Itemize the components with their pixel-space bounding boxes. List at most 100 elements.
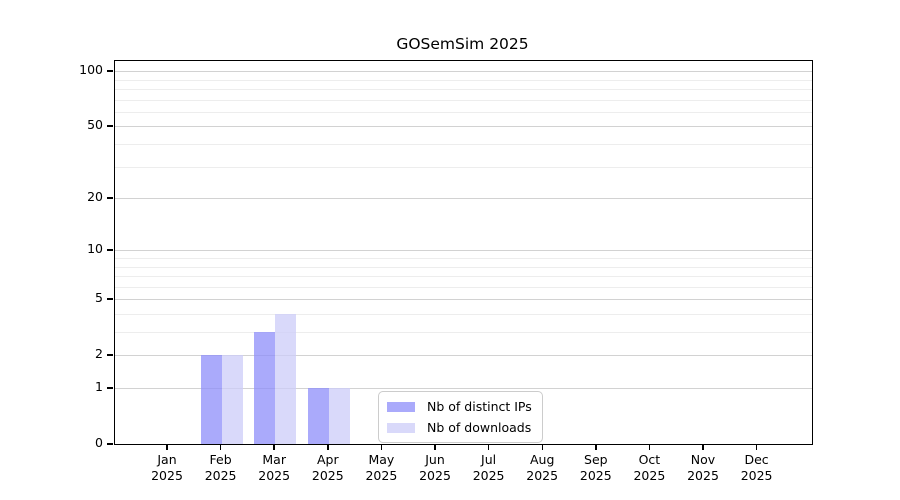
chart-title: GOSemSim 2025: [396, 35, 529, 53]
x-tick-month: Oct: [638, 452, 661, 467]
gridline-minor-90: [115, 79, 812, 81]
y-tick-mark-0: [107, 443, 113, 445]
x-tick-mark-may: [380, 444, 383, 450]
x-tick-mark-jul: [487, 444, 490, 450]
x-tick-label-dec: Dec 2025: [725, 452, 789, 483]
x-tick-mark-dec: [755, 444, 758, 450]
x-tick-month: May: [368, 452, 395, 467]
y-tick-mark-5: [107, 298, 113, 300]
y-tick-label-10: 10: [87, 241, 103, 257]
y-tick-label-5: 5: [95, 290, 103, 306]
legend-item-downloads: Nb of downloads: [387, 419, 532, 436]
x-tick-month: Jul: [481, 452, 497, 467]
x-tick-month: Sep: [584, 452, 608, 467]
y-tick-mark-100: [107, 70, 113, 72]
bar-mar-ips: [254, 332, 276, 444]
gridline-minor-9: [115, 258, 812, 259]
y-tick-mark-20: [107, 197, 113, 199]
gridline-minor-8: [115, 266, 812, 268]
y-tick-label-20: 20: [87, 189, 103, 205]
x-tick-label-nov: Nov 2025: [671, 452, 735, 483]
gridline-major-10: [115, 250, 812, 252]
gridline-minor-7: [115, 276, 812, 277]
legend-swatch-distinct-ips: [387, 401, 415, 412]
x-tick-mark-jun: [434, 444, 436, 450]
x-tick-mark-feb: [219, 444, 222, 450]
gridline-minor-3: [115, 332, 812, 333]
x-tick-label-mar: Mar 2025: [242, 452, 306, 483]
gridline-minor-30: [115, 166, 812, 168]
x-tick-label-jan: Jan 2025: [135, 452, 199, 483]
bar-feb-ips: [200, 355, 222, 444]
x-tick-year: 2025: [579, 467, 612, 483]
bars-layer: [115, 61, 812, 444]
y-tick-mark-1: [107, 387, 113, 389]
gridline-minor-4: [115, 314, 812, 315]
gridline-minor-6: [115, 286, 812, 288]
x-tick-month: Aug: [529, 452, 555, 467]
y-tick-label-100: 100: [79, 62, 103, 78]
bar-apr-ips: [307, 388, 329, 444]
gridline-major-5: [115, 299, 812, 301]
gridlines-layer: [115, 61, 812, 444]
gridline-major-20: [115, 198, 812, 200]
x-tick-mark-nov: [702, 444, 704, 450]
legend-swatch-downloads: [387, 422, 415, 433]
gridline-major-2: [115, 355, 812, 357]
gridline-minor-70: [115, 99, 812, 101]
bar-apr-downloads: [328, 388, 350, 444]
gridline-minor-60: [115, 111, 812, 113]
x-tick-year: 2025: [311, 467, 344, 483]
y-tick-mark-2: [107, 354, 113, 356]
x-tick-label-sep: Sep 2025: [564, 452, 628, 483]
gridline-minor-40: [115, 144, 812, 145]
plot-area: Nb of distinct IPs Nb of downloads: [114, 60, 813, 445]
x-tick-year: 2025: [472, 467, 505, 483]
y-tick-label-0: 0: [95, 435, 103, 450]
y-tick-label-1: 1: [95, 379, 103, 394]
x-tick-mark-apr: [327, 444, 329, 450]
legend-label-downloads: Nb of downloads: [427, 420, 532, 435]
legend-label-distinct-ips: Nb of distinct IPs: [427, 399, 532, 414]
x-tick-year: 2025: [365, 467, 398, 483]
x-tick-year: 2025: [151, 467, 183, 483]
x-tick-label-jun: Jun 2025: [403, 452, 467, 483]
bar-feb-downloads: [221, 355, 243, 444]
y-tick-label-2: 2: [95, 346, 103, 362]
x-tick-label-may: May 2025: [349, 452, 413, 483]
legend-item-distinct-ips: Nb of distinct IPs: [387, 398, 532, 415]
y-tick-mark-10: [107, 249, 113, 251]
x-tick-label-jul: Jul 2025: [457, 452, 521, 483]
bar-mar-downloads: [275, 314, 297, 444]
gridline-major-1: [115, 388, 812, 389]
x-tick-year: 2025: [633, 467, 666, 483]
x-tick-month: Feb: [209, 452, 232, 467]
x-tick-year: 2025: [526, 467, 559, 483]
x-tick-mark-aug: [541, 444, 543, 450]
x-tick-month: Jan: [157, 452, 177, 467]
x-tick-label-aug: Aug 2025: [510, 452, 574, 483]
x-tick-mark-mar: [273, 444, 275, 450]
legend: Nb of distinct IPs Nb of downloads: [378, 391, 543, 443]
x-tick-month: Apr: [316, 452, 339, 467]
x-tick-month: Jun: [425, 452, 445, 467]
x-tick-year: 2025: [687, 467, 719, 483]
gridline-major-100: [115, 71, 812, 73]
x-tick-year: 2025: [258, 467, 291, 483]
x-tick-label-apr: Apr 2025: [296, 452, 360, 483]
x-tick-year: 2025: [740, 467, 773, 483]
x-tick-month: Nov: [690, 452, 716, 467]
y-tick-mark-50: [107, 125, 113, 127]
x-tick-month: Dec: [744, 452, 769, 467]
x-tick-mark-jan: [166, 444, 168, 450]
x-tick-mark-oct: [648, 444, 651, 450]
gridline-major-50: [115, 126, 812, 128]
x-tick-year: 2025: [204, 467, 237, 483]
x-tick-label-feb: Feb 2025: [189, 452, 253, 483]
gridline-minor-80: [115, 89, 812, 90]
x-tick-mark-sep: [595, 444, 597, 450]
x-tick-label-oct: Oct 2025: [617, 452, 681, 483]
x-tick-month: Mar: [262, 452, 286, 467]
x-tick-year: 2025: [419, 467, 451, 483]
